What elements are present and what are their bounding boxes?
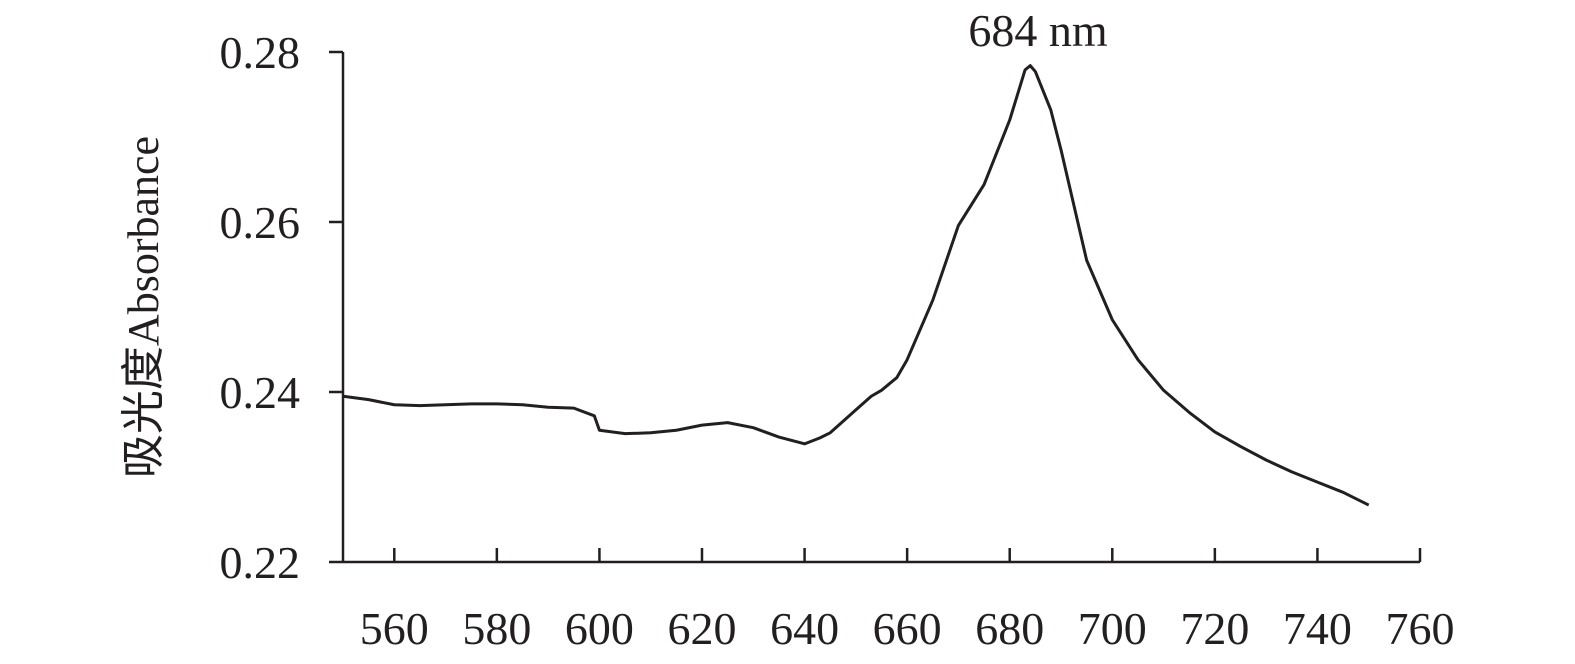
y-tick-label: 0.24 xyxy=(220,367,301,418)
x-tick-label: 720 xyxy=(1180,603,1249,654)
y-tick-label: 0.26 xyxy=(220,197,301,248)
x-tick-label: 680 xyxy=(975,603,1044,654)
y-axis-title: 吸光度Absorbance xyxy=(119,136,168,478)
x-tick-label: 660 xyxy=(873,603,942,654)
x-tick-label: 640 xyxy=(770,603,839,654)
x-tick-label: 600 xyxy=(565,603,634,654)
x-tick-label: 620 xyxy=(668,603,737,654)
x-tick-label: 700 xyxy=(1078,603,1147,654)
x-tick-label: 560 xyxy=(360,603,429,654)
x-tick-label: 740 xyxy=(1283,603,1352,654)
peak-annotation: 684 nm xyxy=(968,5,1108,56)
y-tick-label: 0.28 xyxy=(220,27,301,78)
y-tick-label: 0.22 xyxy=(220,537,301,588)
x-tick-label: 760 xyxy=(1386,603,1455,654)
spectrum-line xyxy=(342,64,1370,507)
x-tick-label: 580 xyxy=(462,603,531,654)
